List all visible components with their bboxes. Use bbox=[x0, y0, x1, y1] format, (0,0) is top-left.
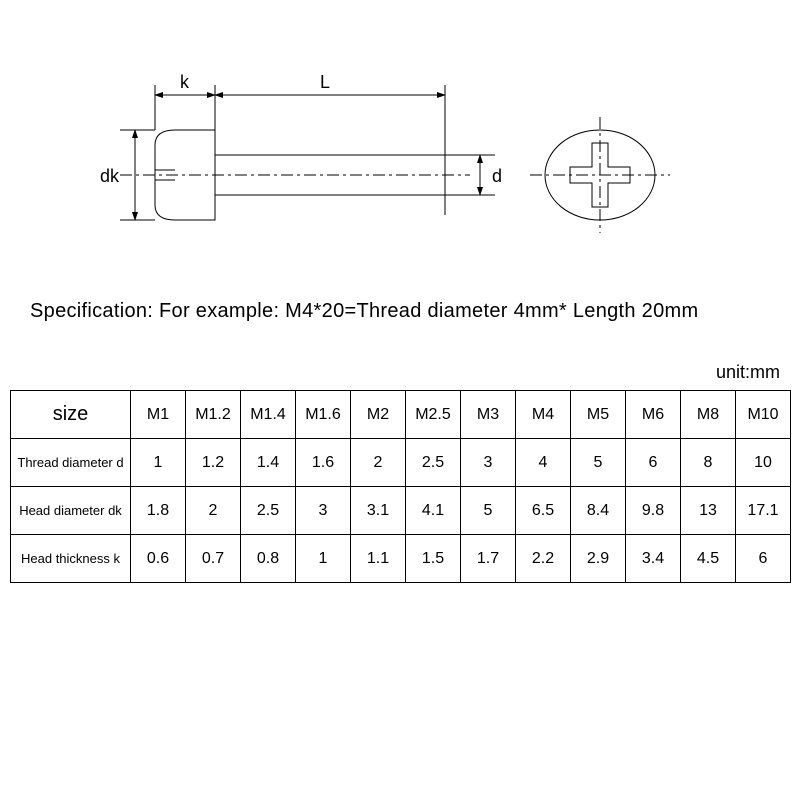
top-view bbox=[530, 117, 670, 233]
table-cell: 6 bbox=[626, 439, 681, 487]
label-d: d bbox=[492, 166, 502, 186]
table-cell: 4.5 bbox=[681, 535, 736, 583]
page: k L dk d Spe bbox=[0, 0, 800, 800]
table-cell: 10 bbox=[736, 439, 791, 487]
label-k: k bbox=[180, 72, 190, 92]
col-M3: M3 bbox=[461, 391, 516, 439]
col-M10: M10 bbox=[736, 391, 791, 439]
table-cell: 6 bbox=[736, 535, 791, 583]
table-cell: 1.8 bbox=[131, 487, 186, 535]
table-cell: 3 bbox=[461, 439, 516, 487]
col-M5: M5 bbox=[571, 391, 626, 439]
table-row: Head diameter dk1.822.533.14.156.58.49.8… bbox=[11, 487, 791, 535]
col-size: size bbox=[11, 391, 131, 439]
table-row: Head thickness k0.60.70.811.11.51.72.22.… bbox=[11, 535, 791, 583]
row-label: Head thickness k bbox=[11, 535, 131, 583]
col-M8: M8 bbox=[681, 391, 736, 439]
col-M4: M4 bbox=[516, 391, 571, 439]
table-cell: 6.5 bbox=[516, 487, 571, 535]
col-M1: M1 bbox=[131, 391, 186, 439]
spec-table-wrap: sizeM1M1.2M1.4M1.6M2M2.5M3M4M5M6M8M10Thr… bbox=[10, 390, 790, 583]
table-cell: 9.8 bbox=[626, 487, 681, 535]
table-cell: 2.9 bbox=[571, 535, 626, 583]
table-cell: 2.5 bbox=[406, 439, 461, 487]
col-M2: M2 bbox=[351, 391, 406, 439]
table-cell: 1.1 bbox=[351, 535, 406, 583]
col-M1.4: M1.4 bbox=[241, 391, 296, 439]
table-row: Thread diameter d11.21.41.622.53456810 bbox=[11, 439, 791, 487]
table-cell: 4 bbox=[516, 439, 571, 487]
table-cell: 3.4 bbox=[626, 535, 681, 583]
table-cell: 1 bbox=[131, 439, 186, 487]
table-cell: 2.2 bbox=[516, 535, 571, 583]
row-label: Head diameter dk bbox=[11, 487, 131, 535]
row-label: Thread diameter d bbox=[11, 439, 131, 487]
table-cell: 4.1 bbox=[406, 487, 461, 535]
table-cell: 5 bbox=[461, 487, 516, 535]
specification-text: Specification: For example: M4*20=Thread… bbox=[30, 300, 698, 323]
table-cell: 1.4 bbox=[241, 439, 296, 487]
table-header-row: sizeM1M1.2M1.4M1.6M2M2.5M3M4M5M6M8M10 bbox=[11, 391, 791, 439]
table-cell: 3.1 bbox=[351, 487, 406, 535]
table-cell: 5 bbox=[571, 439, 626, 487]
table-cell: 0.8 bbox=[241, 535, 296, 583]
table-cell: 0.6 bbox=[131, 535, 186, 583]
table-cell: 13 bbox=[681, 487, 736, 535]
table-cell: 1.2 bbox=[186, 439, 241, 487]
col-M1.6: M1.6 bbox=[296, 391, 351, 439]
col-M1.2: M1.2 bbox=[186, 391, 241, 439]
label-dk: dk bbox=[100, 166, 120, 186]
table-cell: 1.6 bbox=[296, 439, 351, 487]
diagram-svg: k L dk d bbox=[100, 70, 700, 250]
col-M2.5: M2.5 bbox=[406, 391, 461, 439]
table-cell: 1.7 bbox=[461, 535, 516, 583]
col-M6: M6 bbox=[626, 391, 681, 439]
table-cell: 2.5 bbox=[241, 487, 296, 535]
screw-diagram: k L dk d bbox=[100, 70, 700, 250]
table-cell: 8.4 bbox=[571, 487, 626, 535]
table-cell: 0.7 bbox=[186, 535, 241, 583]
table-cell: 3 bbox=[296, 487, 351, 535]
table-cell: 8 bbox=[681, 439, 736, 487]
table-cell: 1 bbox=[296, 535, 351, 583]
label-L: L bbox=[320, 72, 330, 92]
table-cell: 2 bbox=[351, 439, 406, 487]
table-cell: 17.1 bbox=[736, 487, 791, 535]
table-cell: 2 bbox=[186, 487, 241, 535]
unit-label: unit:mm bbox=[716, 362, 780, 383]
spec-table: sizeM1M1.2M1.4M1.6M2M2.5M3M4M5M6M8M10Thr… bbox=[10, 390, 791, 583]
table-cell: 1.5 bbox=[406, 535, 461, 583]
